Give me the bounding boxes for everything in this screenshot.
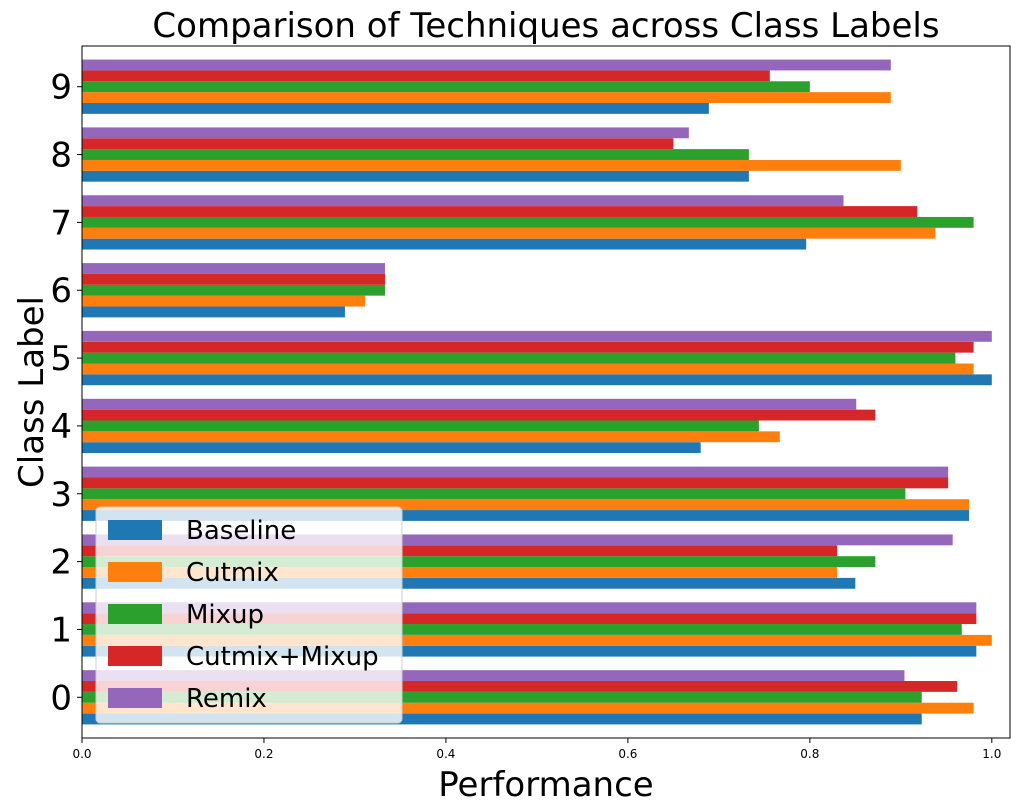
legend-label: Baseline <box>186 516 296 546</box>
bar-cutmix-class-2 <box>82 567 838 578</box>
bar-cutmix-class-0 <box>82 702 974 714</box>
y-tick-label: 9 <box>50 68 72 108</box>
bar-mixup-class-4 <box>82 420 759 432</box>
x-tick-label: 0.2 <box>254 747 273 761</box>
bar-mixup-class-1 <box>82 624 962 635</box>
bar-remix-class-8 <box>82 127 689 139</box>
bar-baseline-class-6 <box>82 306 345 318</box>
bar-remix-class-0 <box>82 670 905 682</box>
legend-label: Cutmix <box>186 558 279 588</box>
y-tick-label: 4 <box>50 407 72 447</box>
y-tick-label: 8 <box>50 136 72 176</box>
bar-cutmix-mixup-class-4 <box>82 409 876 421</box>
y-tick-label: 1 <box>50 610 72 650</box>
bar-mixup-class-9 <box>82 81 810 93</box>
bar-remix-class-4 <box>82 398 857 410</box>
bar-cutmix-mixup-class-7 <box>82 206 918 217</box>
legend-box <box>95 506 403 724</box>
x-tick-label: 1.0 <box>982 747 1001 761</box>
bar-baseline-class-9 <box>82 102 709 114</box>
bar-cutmix-class-9 <box>82 92 891 103</box>
x-axis-label: Performance <box>438 765 653 805</box>
bar-remix-class-9 <box>82 59 891 71</box>
bar-baseline-class-4 <box>82 442 701 454</box>
legend-swatch <box>108 646 162 666</box>
legend-swatch <box>108 562 162 582</box>
bar-remix-class-6 <box>82 263 385 274</box>
bar-cutmix-class-8 <box>82 159 901 171</box>
x-tick-label: 0.6 <box>618 747 637 761</box>
bar-remix-class-1 <box>82 602 977 614</box>
chart-title: Comparison of Techniques across Class La… <box>152 6 939 46</box>
y-tick-label: 5 <box>50 339 72 379</box>
y-tick-label: 6 <box>50 271 72 311</box>
bar-cutmix-class-3 <box>82 499 970 511</box>
bar-mixup-class-7 <box>82 216 974 228</box>
legend-label: Remix <box>186 684 267 714</box>
y-tick-label: 7 <box>50 203 72 243</box>
bar-cutmix-mixup-class-9 <box>82 70 770 82</box>
bar-remix-class-3 <box>82 466 949 478</box>
x-tick-label: 0.8 <box>800 747 819 761</box>
bar-cutmix-mixup-class-0 <box>82 681 958 692</box>
y-tick-label: 0 <box>50 678 72 718</box>
bar-mixup-class-8 <box>82 149 749 160</box>
bar-cutmix-class-7 <box>82 227 936 239</box>
ticks: 0 1 2 3 4 5 6 7 8 9 0.0 0.2 0.4 0.6 0.8 1.0 <box>50 68 1001 761</box>
legend-swatch <box>108 688 162 708</box>
bar-baseline-class-2 <box>82 577 856 589</box>
y-axis-label: Class Label <box>12 296 52 488</box>
bar-baseline-class-1 <box>82 645 977 657</box>
y-tick-label: 2 <box>50 543 72 583</box>
legend-swatch <box>108 604 162 624</box>
bars <box>82 59 992 725</box>
bar-cutmix-class-4 <box>82 431 780 443</box>
bar-cutmix-class-5 <box>82 363 974 375</box>
x-tick-label: 0.4 <box>436 747 455 761</box>
bar-cutmix-class-1 <box>82 634 992 646</box>
bar-remix-class-5 <box>82 330 992 342</box>
bar-remix-class-2 <box>82 534 953 546</box>
bar-baseline-class-8 <box>82 170 749 182</box>
legend: Baseline Cutmix Mixup Cutmix+Mixup Remix <box>95 506 403 724</box>
bar-cutmix-mixup-class-2 <box>82 545 838 557</box>
plot-frame <box>81 45 1011 739</box>
bar-cutmix-mixup-class-8 <box>82 138 674 150</box>
bar-baseline-class-5 <box>82 374 992 386</box>
bar-cutmix-class-6 <box>82 295 365 307</box>
legend-swatch <box>108 520 162 540</box>
bar-mixup-class-2 <box>82 556 876 568</box>
bar-cutmix-mixup-class-1 <box>82 613 977 625</box>
bar-baseline-class-3 <box>82 510 970 521</box>
bar-mixup-class-3 <box>82 488 906 500</box>
legend-label: Mixup <box>186 600 264 630</box>
bar-baseline-class-7 <box>82 238 807 250</box>
legend-label: Cutmix+Mixup <box>186 642 379 672</box>
bar-cutmix-mixup-class-6 <box>82 273 385 285</box>
bar-mixup-class-0 <box>82 691 922 703</box>
bar-mixup-class-5 <box>82 352 956 364</box>
bar-baseline-class-0 <box>82 713 922 725</box>
bar-cutmix-mixup-class-5 <box>82 341 974 353</box>
x-tick-label: 0.0 <box>72 747 91 761</box>
bar-mixup-class-6 <box>82 284 385 296</box>
bar-remix-class-7 <box>82 195 844 207</box>
bar-cutmix-mixup-class-3 <box>82 477 949 489</box>
y-tick-label: 3 <box>50 475 72 515</box>
